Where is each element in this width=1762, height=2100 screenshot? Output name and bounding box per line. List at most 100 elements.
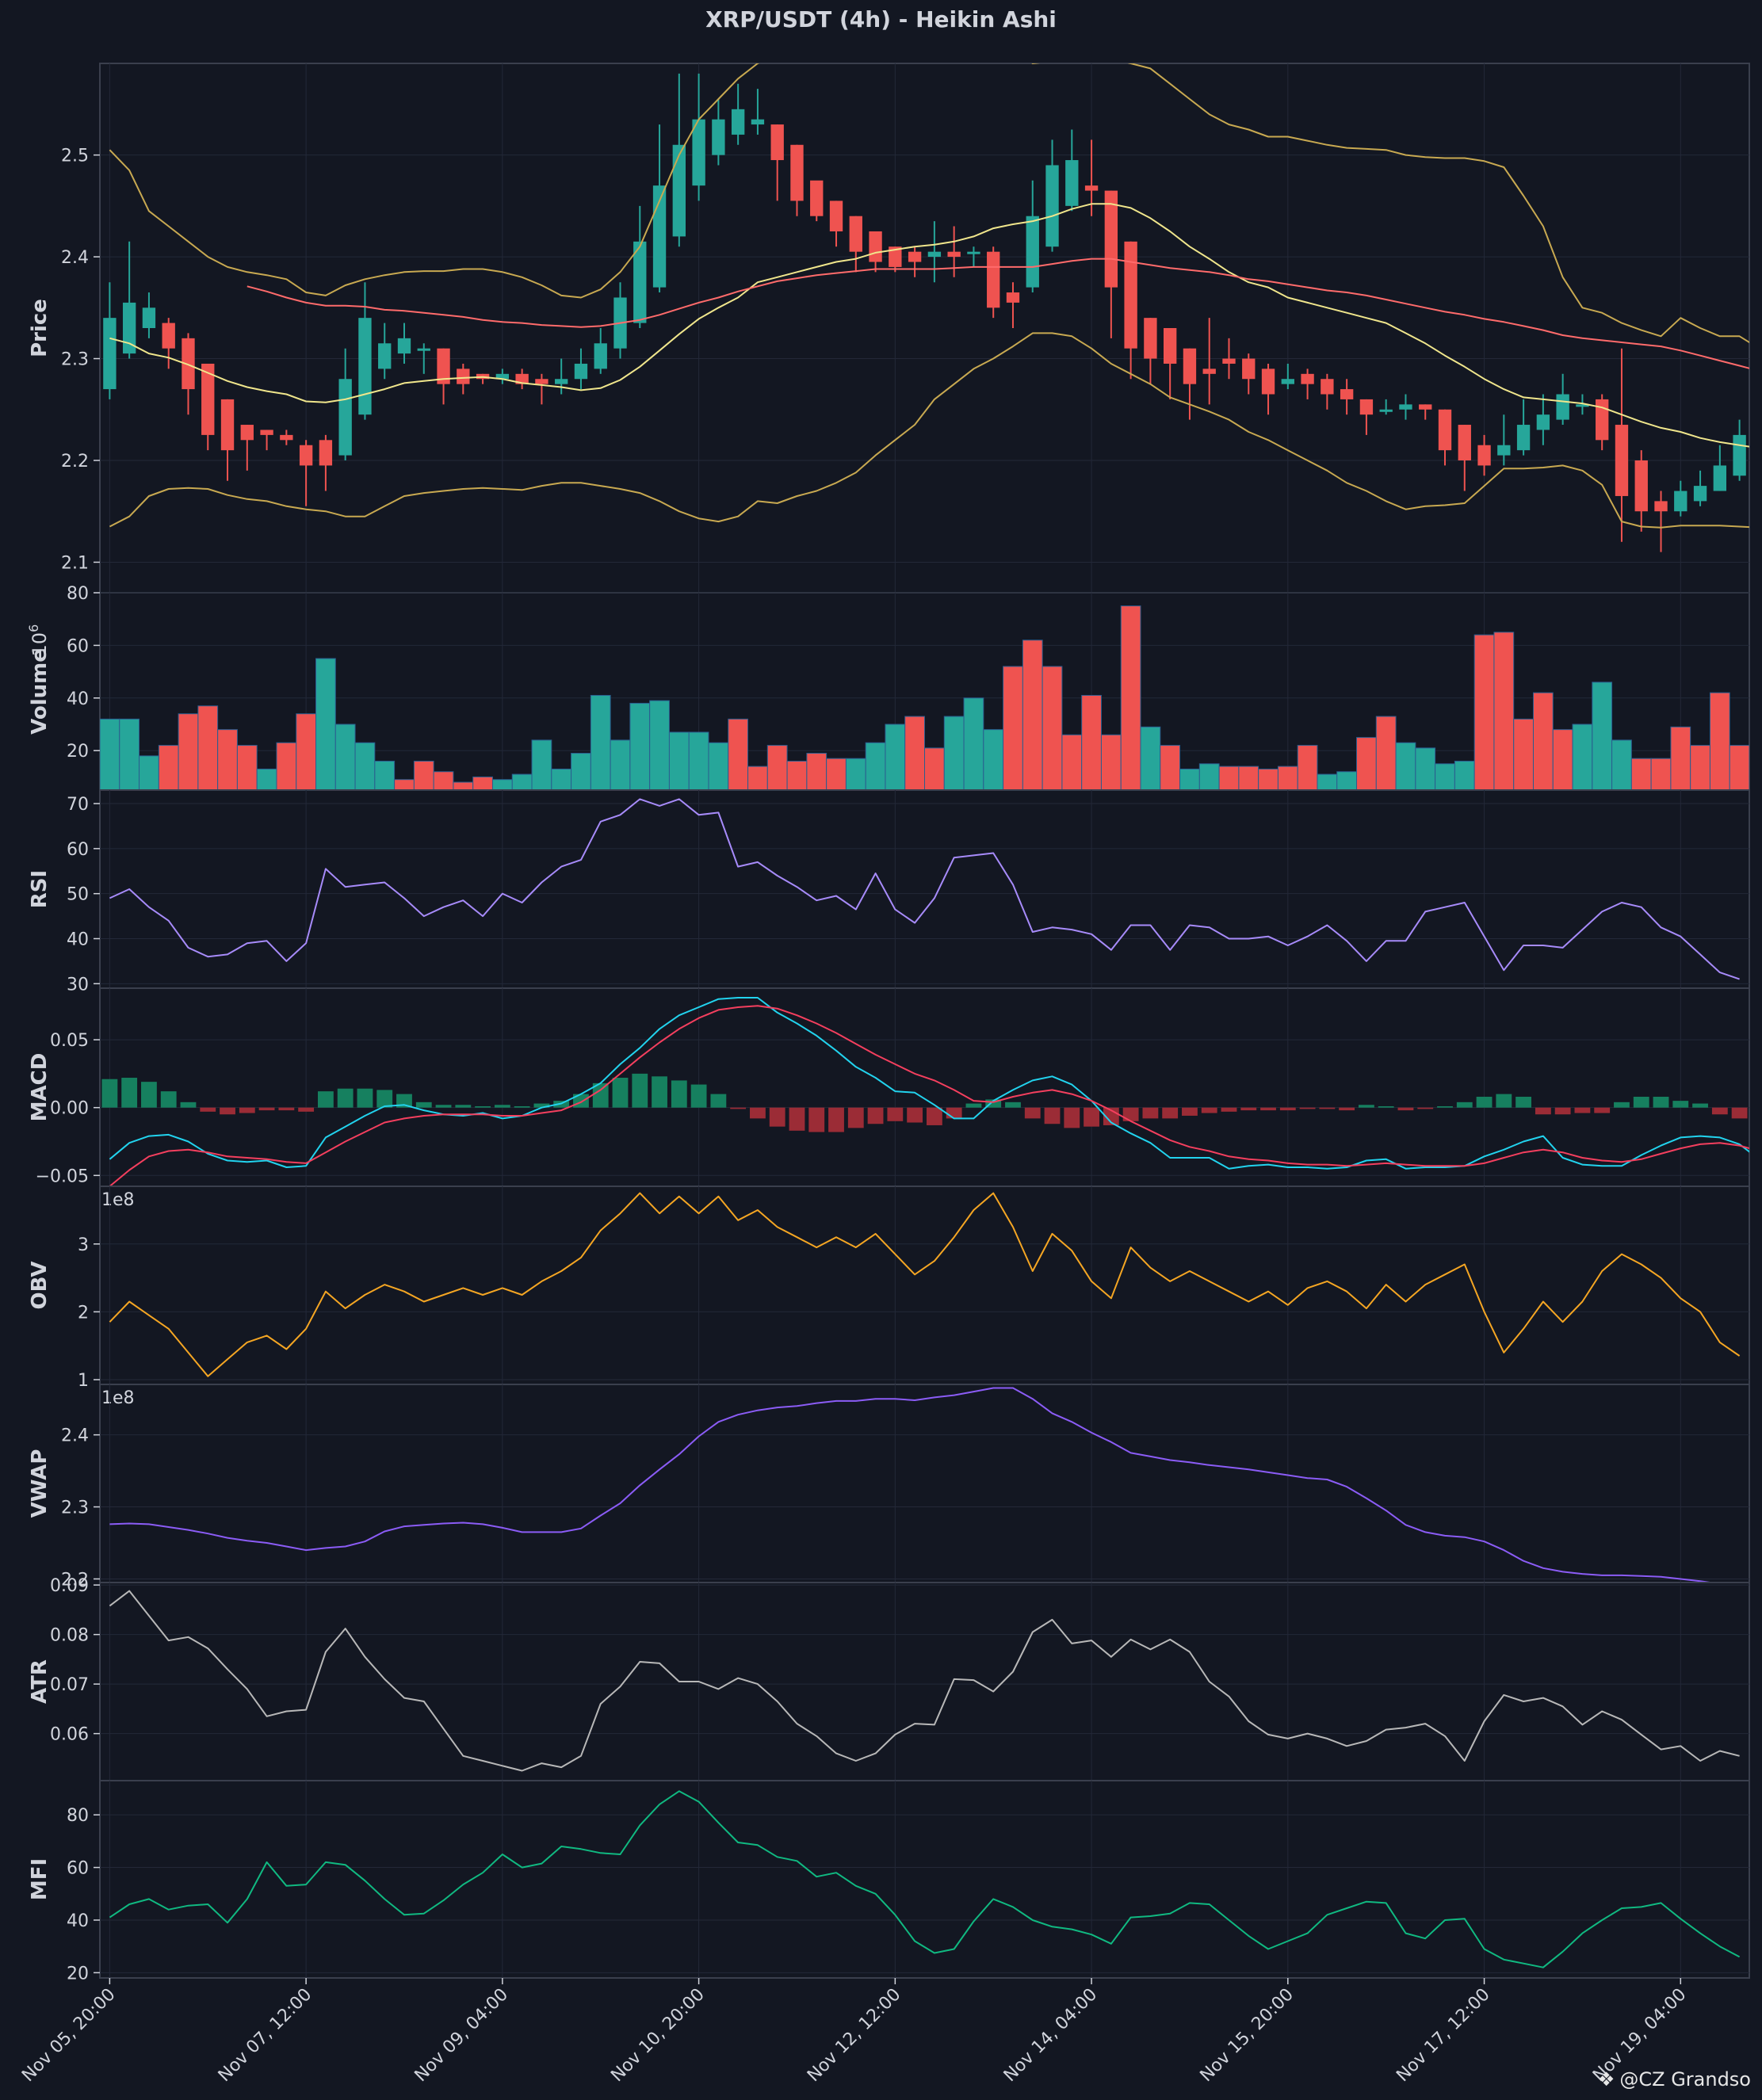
heikin-ashi-candle xyxy=(1576,394,1589,415)
candle-body xyxy=(1733,434,1746,476)
volume-bar xyxy=(590,694,611,790)
price-plot-area xyxy=(103,63,1749,552)
macd-histogram-bar xyxy=(1711,1107,1728,1115)
heikin-ashi-candle xyxy=(358,282,372,420)
macd-histogram-bar xyxy=(1024,1107,1041,1119)
xtick-label: Nov 10, 20:00 xyxy=(607,1985,709,2087)
volume-bar xyxy=(119,718,140,790)
volume-bar xyxy=(766,745,788,790)
heikin-ashi-candle xyxy=(338,348,352,460)
heikin-ashi-candle xyxy=(201,363,215,451)
macd-histogram-bar xyxy=(1397,1107,1414,1111)
heikin-ashi-candle xyxy=(260,430,273,451)
candle-body xyxy=(378,343,392,369)
volume-bar xyxy=(1297,745,1318,790)
volume-plot-area xyxy=(100,605,1749,790)
macd-histogram-bar xyxy=(907,1107,923,1123)
candle-body xyxy=(1693,486,1707,502)
candle-body xyxy=(182,338,195,390)
candle-body xyxy=(220,399,235,451)
macd-histogram-bar xyxy=(789,1107,805,1131)
candle-body xyxy=(810,180,824,216)
macd-histogram-bar xyxy=(1240,1107,1257,1111)
candle-body xyxy=(1596,399,1609,441)
candle-body xyxy=(790,144,804,201)
candle-body xyxy=(889,246,902,267)
macd-histogram-bar xyxy=(396,1094,412,1108)
heikin-ashi-candle xyxy=(1222,338,1236,380)
volume-bar xyxy=(728,718,749,790)
volume-bar xyxy=(217,729,238,790)
heikin-ashi-candle xyxy=(142,292,156,338)
rsi-ytick-label: 40 xyxy=(67,930,89,950)
price-ytick-label: 2.5 xyxy=(61,147,89,166)
volume-bar xyxy=(551,768,572,790)
candle-body xyxy=(260,430,273,435)
heikin-ashi-candle xyxy=(1477,434,1491,476)
volume-bar xyxy=(924,747,945,790)
candle-body xyxy=(122,302,136,354)
atr-ytick-label: 0.09 xyxy=(50,1576,89,1596)
candle-body xyxy=(594,343,607,369)
heikin-ashi-candle xyxy=(672,73,686,247)
obv-plot-area xyxy=(109,1192,1741,1377)
volume-bar xyxy=(1277,766,1298,790)
volume-bar xyxy=(256,768,277,790)
heikin-ashi-candle xyxy=(1281,363,1294,390)
xtick-label: Nov 07, 12:00 xyxy=(215,1985,316,2087)
heikin-ashi-candle xyxy=(162,318,175,369)
binance-diamond-icon: ❖ xyxy=(1597,2068,1615,2090)
macd-ytick-label: 0.00 xyxy=(50,1099,89,1119)
atr-ytick-label: 0.07 xyxy=(50,1675,89,1695)
candle-body xyxy=(358,318,372,415)
rsi-ylabel: RSI xyxy=(28,870,52,908)
candle-body xyxy=(1576,404,1589,407)
heikin-ashi-candle xyxy=(1026,180,1039,293)
volume-bar xyxy=(1003,666,1023,790)
price-ytick-label: 2.1 xyxy=(61,553,89,573)
volume-bar xyxy=(1552,729,1573,790)
volume-bar xyxy=(1042,666,1063,790)
obv-ytick-label: 1 xyxy=(78,1371,89,1391)
heikin-ashi-candle xyxy=(692,73,705,201)
macd-histogram-bar xyxy=(1535,1107,1551,1115)
chart-title: XRP/USDT (4h) - Heikin Ashi xyxy=(705,6,1057,32)
rsi-line xyxy=(109,798,1740,980)
volume-bar xyxy=(1160,745,1181,790)
candle-body xyxy=(1340,389,1354,399)
candle-body xyxy=(1654,501,1668,512)
obv-ytick-label: 3 xyxy=(78,1235,89,1255)
heikin-ashi-candle xyxy=(1713,445,1727,491)
volume-bar xyxy=(1690,745,1710,790)
candle-body xyxy=(1261,368,1275,395)
macd-histogram-bar xyxy=(1437,1105,1453,1108)
macd-histogram-bar xyxy=(180,1102,197,1108)
macd-histogram-bar xyxy=(1201,1107,1217,1113)
macd-histogram-bar xyxy=(1417,1107,1434,1109)
heikin-ashi-candle xyxy=(182,333,195,415)
mfi-ytick-label: 40 xyxy=(67,1911,89,1931)
heikin-ashi-candle xyxy=(1556,373,1569,426)
macd-histogram-bar xyxy=(258,1107,275,1111)
rsi-ytick-label: 50 xyxy=(67,885,89,905)
price-ytick-label: 2.2 xyxy=(61,452,89,472)
volume-bar xyxy=(1670,726,1691,790)
macd-histogram-bar xyxy=(652,1076,667,1108)
rsi-ytick-label: 60 xyxy=(67,840,89,860)
volume-bar xyxy=(688,731,709,790)
macd-histogram-bar xyxy=(592,1082,609,1108)
heikin-ashi-candle xyxy=(1045,139,1059,252)
macd-plot-area xyxy=(101,997,1749,1186)
rsi-panel: 30 40 50 60 70 RSI xyxy=(28,789,1750,995)
atr-panel: 0.06 0.07 0.08 0.09 ATR xyxy=(28,1576,1750,1781)
candle-body xyxy=(829,200,843,231)
volume-bar xyxy=(629,702,651,790)
heikin-ashi-candle xyxy=(1399,394,1412,420)
candle-body xyxy=(1359,399,1374,415)
bb-upper xyxy=(109,63,1749,344)
volume-bar xyxy=(1258,768,1279,790)
obv-panel: 1 2 3 OBV 1e8 xyxy=(28,1186,1750,1408)
heikin-ashi-candle xyxy=(751,89,765,135)
volume-ytick-label: 80 xyxy=(67,584,89,604)
